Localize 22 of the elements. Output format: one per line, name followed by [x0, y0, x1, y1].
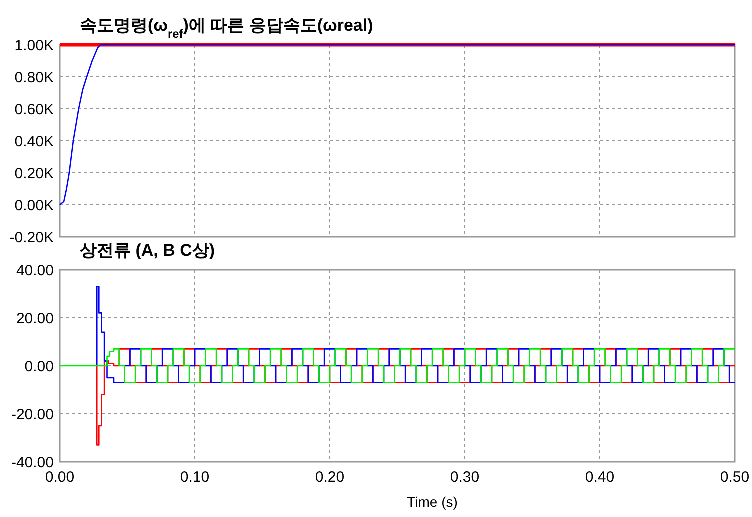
y-tick-label: -40.00 — [11, 454, 54, 472]
y-tick-label: -0.20K — [10, 229, 54, 246]
x-tick-label: 0.20 — [315, 469, 345, 486]
y-tick-label: 0.00 — [24, 358, 54, 376]
y-tick-label: -20.00 — [11, 406, 54, 424]
x-tick-label: 0.50 — [720, 469, 750, 486]
x-tick-label: 0.10 — [180, 469, 210, 486]
y-tick-label: 1.00K — [14, 37, 54, 54]
y-tick-label: 0.00K — [14, 197, 54, 214]
line-series — [59, 44, 736, 206]
y-tick-label: 0.20K — [14, 165, 54, 182]
x-tick-label: 0.40 — [585, 469, 615, 486]
y-tick-label: 20.00 — [16, 310, 54, 328]
chart-title: 속도명령(ω$_{ref}$)에 따른 응답속도(ωreal) — [80, 16, 374, 41]
x-tick-label: 0.00 — [45, 469, 75, 486]
x-tick-label: 0.30 — [450, 469, 480, 486]
y-tick-label: 0.60K — [14, 101, 54, 118]
x-axis-title: Time (s) — [407, 494, 458, 510]
y-tick-label: 40.00 — [16, 262, 54, 280]
y-tick-label: 0.40K — [14, 133, 54, 150]
y-tick-label: 0.80K — [14, 69, 54, 86]
chart-title: 상전류 (A, B C상) — [80, 241, 216, 260]
